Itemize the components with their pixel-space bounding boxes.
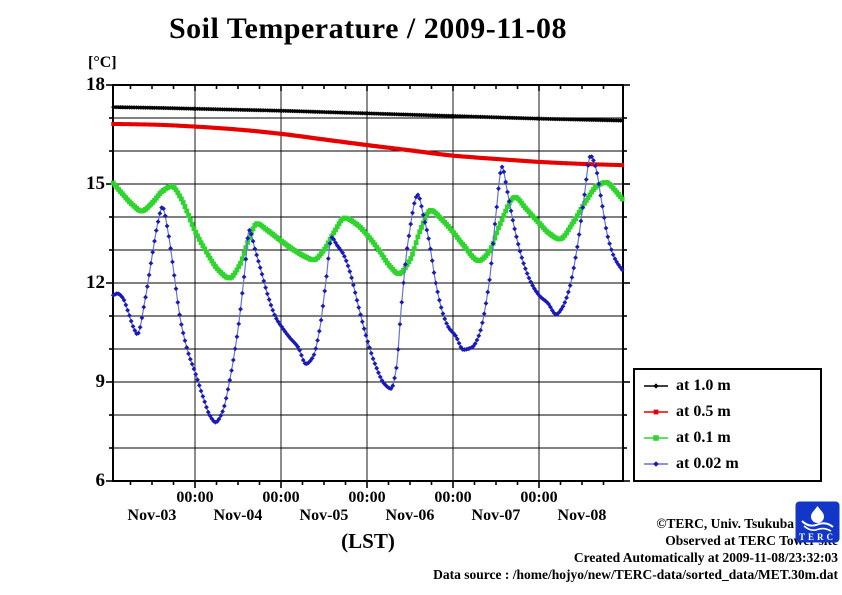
y-tick-label: 15 xyxy=(86,173,105,194)
x-day-label: Nov-07 xyxy=(471,507,521,524)
x-day-label: Nov-08 xyxy=(557,507,607,524)
legend-marker-icon xyxy=(644,383,668,389)
x-day-label: Nov-04 xyxy=(213,507,263,524)
x-midnight-tick-label: 00:00 xyxy=(434,489,472,506)
legend-item-label: at 0.02 m xyxy=(676,455,739,472)
legend-marker-icon xyxy=(644,435,668,441)
logo-text: TERC xyxy=(799,532,836,542)
x-day-label: Nov-05 xyxy=(299,507,349,524)
x-midnight-tick-label: 00:00 xyxy=(176,489,214,506)
y-tick-label: 18 xyxy=(86,74,105,95)
legend-item: at 0.02 m xyxy=(643,451,820,477)
series-at-0-5-m xyxy=(111,121,625,168)
x-axis-label: (LST) xyxy=(341,529,395,553)
legend-item: at 1.0 m xyxy=(643,373,820,399)
water-drop-icon xyxy=(811,506,824,523)
series-at-1-0-m xyxy=(111,104,625,123)
footer-copyright: ©TERC, Univ. Tsukuba xyxy=(656,516,794,531)
chart-title: Soil Temperature / 2009-11-08 xyxy=(168,12,568,45)
footer-observed-at: Observed at TERC Tower site xyxy=(665,533,838,548)
x-midnight-tick-label: 00:00 xyxy=(348,489,386,506)
terc-logo-icon: TERC xyxy=(795,501,840,543)
legend-marker-icon xyxy=(644,461,668,467)
x-midnight-tick-label: 00:00 xyxy=(262,489,300,506)
y-axis-unit-label: [°C] xyxy=(88,54,117,71)
y-tick-label: 6 xyxy=(95,470,106,491)
series-at-0-1-m xyxy=(110,179,625,281)
y-tick-label: 12 xyxy=(86,272,105,293)
legend-item: at 0.1 m xyxy=(643,425,820,451)
y-tick-label: 9 xyxy=(95,371,106,392)
footer-created-at: Created Automatically at 2009-11-08/23:3… xyxy=(573,550,838,565)
legend-item-label: at 0.1 m xyxy=(676,429,731,446)
legend-item-label: at 0.5 m xyxy=(676,403,731,420)
x-day-label: Nov-03 xyxy=(127,507,177,524)
x-midnight-tick-label: 00:00 xyxy=(520,489,558,506)
legend-marker-icon xyxy=(644,409,668,415)
legend-box: at 1.0 m at 0.5 m at 0.1 m at 0.02 m xyxy=(633,368,822,482)
footer-data-source: Data source : /home/hojyo/new/TERC-data/… xyxy=(433,567,838,582)
legend-item: at 0.5 m xyxy=(643,399,820,425)
legend-item-label: at 1.0 m xyxy=(676,377,731,394)
series-at-0-02-m xyxy=(110,154,625,425)
x-day-label: Nov-06 xyxy=(385,507,435,524)
